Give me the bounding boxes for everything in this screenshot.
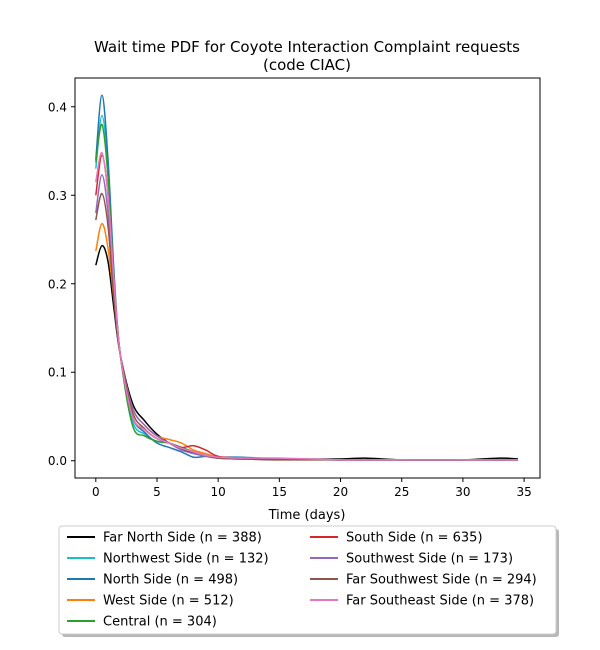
- x-tick-label: 10: [211, 485, 226, 499]
- chart-title-line1: Wait time PDF for Coyote Interaction Com…: [94, 38, 520, 56]
- x-axis-ticks: 0 5 10 15 20 25 30 35: [92, 478, 532, 499]
- legend-label-south-side: South Side (n = 635): [346, 531, 483, 546]
- x-tick-label: 15: [272, 485, 287, 499]
- y-tick-label: 0.3: [48, 189, 67, 203]
- chart-title-line2: (code CIAC): [263, 56, 351, 74]
- series-line-far-southeast-side: [95, 152, 518, 461]
- legend-label-far-southeast-side: Far Southeast Side (n = 378): [346, 594, 534, 609]
- x-axis-label: Time (days): [268, 508, 346, 523]
- y-tick-label: 0.2: [48, 277, 67, 291]
- legend-label-far-southwest-side: Far Southwest Side (n = 294): [346, 573, 537, 588]
- legend-label-central: Central (n = 304): [103, 615, 217, 630]
- y-tick-label: 0.1: [48, 366, 67, 380]
- plot-area-frame: [74, 77, 541, 479]
- legend-label-far-north-side: Far North Side (n = 388): [103, 531, 262, 546]
- legend-label-northwest-side: Northwest Side (n = 132): [103, 552, 269, 567]
- legend-box: [58, 525, 557, 635]
- legend-label-west-side: West Side (n = 512): [103, 594, 234, 609]
- x-tick-label: 20: [333, 485, 348, 499]
- x-tick-label: 35: [516, 485, 531, 499]
- legend-label-north-side: North Side (n = 498): [103, 573, 238, 588]
- y-tick-label: 0.0: [48, 454, 67, 468]
- x-tick-label: 5: [153, 485, 161, 499]
- y-axis-ticks: 0.0 0.1 0.2 0.3 0.4: [48, 100, 75, 468]
- legend-label-southwest-side: Southwest Side (n = 173): [346, 552, 513, 567]
- x-tick-label: 0: [92, 485, 100, 499]
- x-tick-label: 30: [455, 485, 470, 499]
- x-tick-label: 25: [394, 485, 409, 499]
- legend: Far North Side (n = 388) Northwest Side (…: [58, 525, 559, 637]
- y-tick-label: 0.4: [48, 100, 67, 114]
- series-layer: [95, 94, 519, 461]
